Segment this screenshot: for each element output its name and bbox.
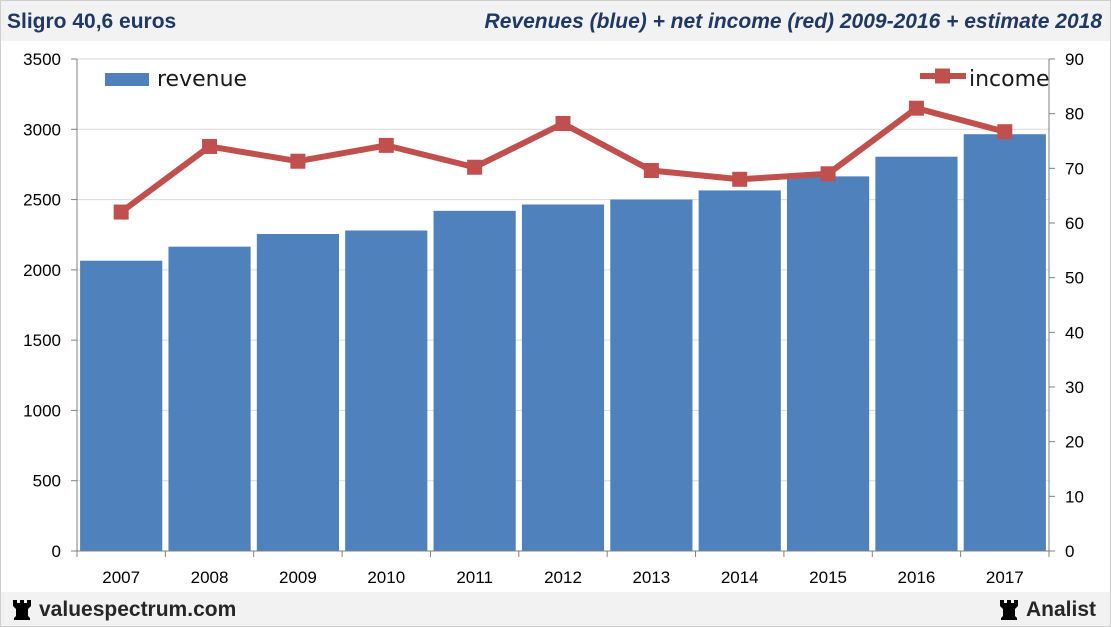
chess-rook-icon [999,600,1018,620]
income-marker[interactable] [202,138,218,154]
right-tick-label: 60 [1065,214,1084,233]
income-marker[interactable] [378,137,394,153]
revenue-bar[interactable] [875,156,958,551]
right-tick-label: 70 [1065,159,1084,178]
footer-brand-block: Analist [998,597,1096,623]
company-price-title: Sligro 40,6 euros [7,10,177,33]
brand-name: Analist [1025,598,1096,621]
site-url[interactable]: valuespectrum.com [39,598,237,621]
right-tick-label: 10 [1065,487,1084,506]
x-tick-label: 2010 [367,568,405,587]
left-tick-label: 500 [33,472,61,491]
left-tick-label: 3500 [23,50,61,69]
revenue-bar[interactable] [256,234,339,552]
legend-income-marker [935,68,950,84]
chess-rook-icon [13,600,31,620]
left-tick-label: 3000 [23,120,61,139]
footer-site-block: valuespectrum.com [11,597,236,623]
x-tick-label: 2016 [898,568,936,587]
revenue-bar[interactable] [521,204,605,551]
left-tick-label: 2500 [23,191,61,210]
income-marker[interactable] [908,100,924,116]
income-marker[interactable] [113,204,129,220]
revenue-bar[interactable] [698,190,781,552]
right-tick-label: 30 [1065,378,1084,397]
income-marker[interactable] [643,163,659,179]
left-tick-label: 0 [52,542,61,561]
header-band: Sligro 40,6 euros Revenues (blue) + net … [1,1,1110,41]
left-tick-label: 2000 [23,261,61,280]
chart-description-title: Revenues (blue) + net income (red) 2009-… [484,10,1102,33]
right-tick-label: 0 [1065,542,1074,561]
left-tick-label: 1000 [23,401,61,420]
income-marker[interactable] [732,171,748,187]
x-tick-label: 2007 [102,568,140,587]
footer-band: valuespectrum.com Analist [1,592,1110,626]
x-tick-label: 2009 [279,568,317,587]
revenue-bar[interactable] [963,134,1046,551]
income-marker[interactable] [290,153,306,169]
right-tick-label: 20 [1065,433,1084,452]
legend-revenue-label: revenue [157,67,247,92]
revenue-bar[interactable] [168,246,251,552]
income-marker[interactable] [820,166,836,182]
revenue-bar[interactable] [345,230,428,552]
x-tick-label: 2008 [191,568,229,587]
revenue-income-chart: 0 500 1000 1500 2000 2500 3000 3500 0 10 20 30 40 50 6… [23,50,1084,587]
revenue-bar[interactable] [433,210,516,551]
x-tick-label: 2012 [544,568,582,587]
right-tick-label: 80 [1065,105,1084,124]
legend-income-label: income [969,67,1050,92]
x-tick-label: 2013 [632,568,670,587]
x-tick-label: 2014 [721,568,759,587]
revenue-bar[interactable] [787,176,870,551]
income-marker[interactable] [467,159,483,175]
x-tick-label: 2011 [456,568,493,587]
x-tick-label: 2017 [986,568,1024,587]
right-tick-label: 90 [1065,50,1084,69]
revenue-bar[interactable] [610,199,693,552]
left-tick-label: 1500 [23,331,61,350]
legend-revenue-swatch [105,73,149,86]
revenue-bar[interactable] [80,260,163,551]
right-tick-label: 40 [1065,323,1084,342]
income-marker[interactable] [555,116,571,132]
income-marker[interactable] [997,124,1013,140]
right-tick-label: 50 [1065,269,1084,288]
x-tick-label: 2015 [809,568,847,587]
